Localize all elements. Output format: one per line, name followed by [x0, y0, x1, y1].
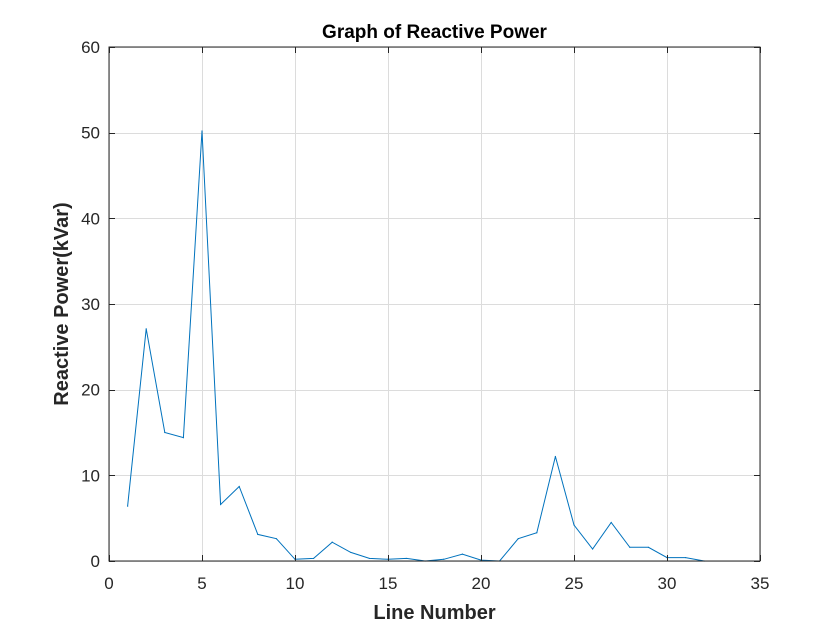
data-point [220, 503, 222, 506]
y-tick-label: 30 [81, 295, 100, 314]
data-point [629, 546, 631, 548]
data-point [201, 130, 203, 132]
x-tick-label: 25 [565, 574, 584, 593]
x-tick-label: 5 [197, 574, 206, 593]
ticks: 0 5 10 15 20 25 30 35 0 10 20 30 40 50 60 [81, 38, 769, 593]
y-tick-label: 50 [81, 124, 100, 143]
x-tick-label: 30 [658, 574, 677, 593]
y-axis-label: Reactive Power(kVar) [51, 202, 73, 405]
x-tick-label: 0 [104, 574, 113, 593]
data-point [573, 524, 575, 526]
data-point [554, 455, 557, 458]
data-point [406, 557, 408, 560]
x-tick-label: 35 [751, 574, 770, 593]
data-point [127, 505, 129, 507]
data-point [275, 538, 277, 540]
data-point [257, 533, 259, 536]
data-point [647, 546, 650, 548]
data-point [517, 538, 519, 540]
y-tick-label: 10 [81, 466, 100, 485]
x-tick-label: 10 [286, 574, 305, 593]
data-point [313, 557, 315, 560]
data-point [536, 532, 538, 534]
y-tick-label: 40 [81, 209, 100, 228]
data-point [238, 485, 240, 488]
series-line [127, 130, 705, 562]
data-point [368, 557, 370, 560]
chart-title: Graph of Reactive Power [322, 22, 548, 43]
data-point [592, 548, 594, 550]
data-point [350, 551, 352, 554]
y-tick-label: 20 [81, 381, 100, 400]
x-tick-label: 20 [472, 574, 491, 593]
data-point [331, 541, 333, 543]
data-point [610, 521, 612, 524]
y-tick-label: 0 [91, 552, 100, 571]
data-point [164, 431, 166, 434]
x-axis-label: Line Number [373, 602, 495, 624]
data-point [461, 553, 463, 555]
data-point [685, 556, 687, 559]
data-point [145, 328, 147, 330]
y-tick-label: 60 [81, 38, 100, 57]
data-point [182, 437, 184, 439]
x-tick-label: 15 [379, 574, 398, 593]
data-point [443, 558, 445, 560]
